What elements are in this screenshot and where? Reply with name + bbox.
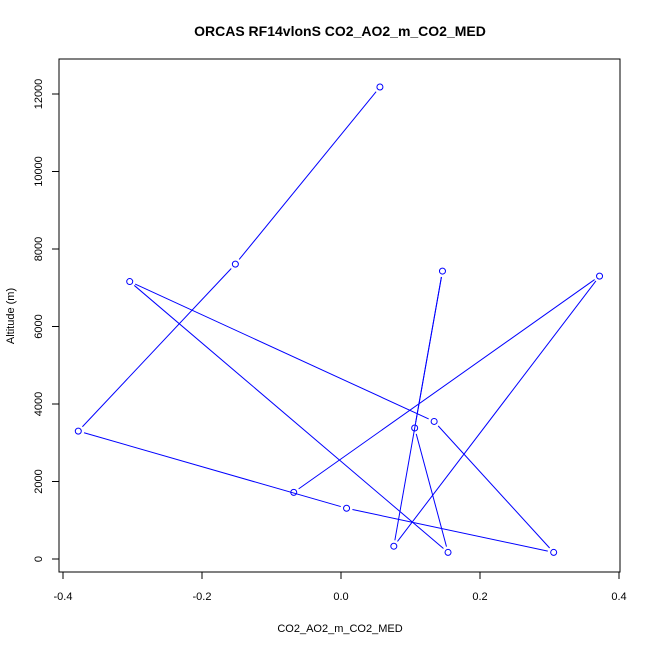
data-point	[438, 267, 446, 275]
chart-title: ORCAS RF14vlonS CO2_AO2_m_CO2_MED	[194, 23, 486, 39]
data-point	[411, 424, 419, 432]
series-layer	[74, 83, 604, 556]
x-tick-label: -0.2	[193, 591, 212, 603]
x-axis-label: CO2_AO2_m_CO2_MED	[277, 623, 402, 635]
series-segment	[415, 433, 447, 547]
x-tick-label: 0.2	[472, 591, 487, 603]
series-segment	[397, 280, 597, 542]
data-point	[596, 272, 604, 280]
x-tick-label: 0.0	[333, 591, 348, 603]
series-segment	[83, 432, 341, 508]
data-point	[343, 504, 351, 512]
y-axis-label: Altitude (m)	[5, 288, 17, 344]
data-point	[126, 278, 134, 286]
x-tick-label: -0.4	[54, 591, 73, 603]
series-segment	[238, 91, 377, 260]
series-segment	[437, 425, 550, 549]
series-segment	[298, 279, 595, 490]
series-segment	[394, 276, 442, 541]
data-point	[444, 548, 452, 556]
y-tick-label: 8000	[33, 237, 45, 261]
data-point	[74, 427, 82, 435]
y-axis: 0 2000 4000 6000 8000 10000 12000	[33, 79, 60, 562]
data-point	[376, 83, 384, 91]
data-point	[430, 417, 438, 425]
series-segment	[133, 285, 444, 549]
data-point	[290, 488, 298, 496]
series-segment	[134, 283, 429, 420]
y-tick-label: 12000	[33, 79, 45, 110]
data-point	[390, 542, 398, 550]
x-tick-label: 0.4	[611, 591, 626, 603]
y-tick-label: 0	[33, 556, 45, 562]
y-tick-label: 6000	[33, 314, 45, 338]
series-segment	[82, 268, 232, 428]
y-tick-label: 10000	[33, 156, 45, 187]
x-axis: -0.4 -0.2 0.0 0.2 0.4	[54, 571, 627, 603]
y-tick-label: 4000	[33, 392, 45, 416]
data-point	[550, 548, 558, 556]
series-segment	[352, 509, 548, 552]
y-tick-label: 2000	[33, 469, 45, 493]
data-point	[231, 260, 239, 268]
